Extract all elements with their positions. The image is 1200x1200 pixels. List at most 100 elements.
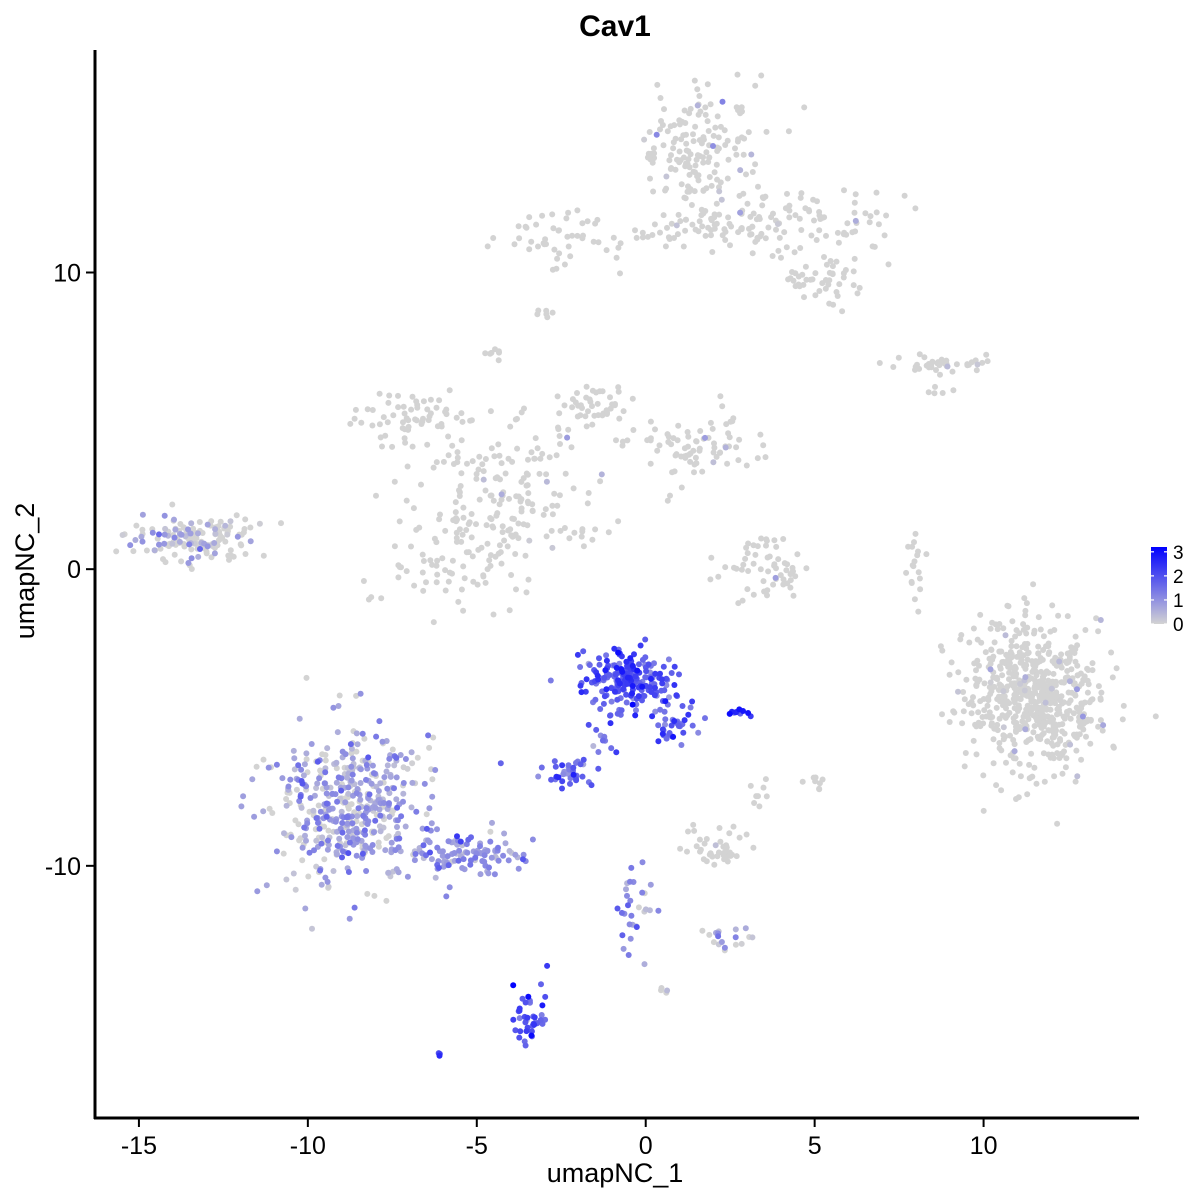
- cell-point: [497, 760, 504, 767]
- cell-point: [912, 530, 919, 537]
- cell-point: [737, 167, 744, 174]
- cell-point: [590, 743, 597, 749]
- cell-point: [349, 771, 356, 778]
- cell-point: [585, 408, 591, 415]
- cell-point: [482, 579, 489, 586]
- cell-point: [554, 502, 561, 509]
- cell-point: [744, 586, 751, 593]
- cell-point: [409, 393, 416, 400]
- cell-point: [419, 825, 426, 832]
- cell-point: [1040, 647, 1047, 653]
- cell-point: [344, 813, 350, 820]
- cell-point: [317, 867, 324, 874]
- cell-point: [394, 817, 401, 824]
- cell-point: [478, 544, 485, 551]
- cell-point: [518, 505, 525, 512]
- cell-point: [119, 532, 126, 538]
- cell-point: [772, 574, 779, 581]
- cell-point: [490, 497, 497, 504]
- cell-point: [549, 266, 556, 273]
- cell-point: [344, 834, 351, 841]
- cell-point: [812, 292, 819, 299]
- cell-point: [463, 527, 470, 533]
- cell-point: [664, 497, 671, 504]
- cell-point: [559, 785, 565, 792]
- cell-point: [850, 282, 857, 289]
- cell-point: [172, 526, 179, 533]
- cell-point: [986, 684, 993, 691]
- cell-point: [724, 858, 731, 865]
- cell-point: [550, 225, 557, 232]
- cell-point: [409, 443, 416, 450]
- cell-point: [687, 450, 694, 457]
- cell-point: [647, 156, 654, 163]
- cell-point: [595, 239, 602, 246]
- cell-point: [434, 826, 440, 833]
- cell-point: [661, 687, 668, 694]
- cell-point: [1085, 667, 1092, 673]
- cell-point: [885, 261, 892, 268]
- cell-point: [522, 1042, 529, 1049]
- cell-point: [836, 281, 843, 288]
- cell-point: [570, 485, 577, 492]
- cell-point: [671, 718, 678, 724]
- cell-point: [1152, 713, 1159, 720]
- cell-point: [366, 791, 373, 798]
- cell-point: [911, 539, 917, 546]
- cell-point: [509, 533, 516, 540]
- cell-point: [273, 761, 280, 768]
- cell-point: [583, 383, 590, 390]
- cell-point: [752, 161, 759, 168]
- cell-point: [546, 454, 553, 461]
- cell-point: [680, 243, 687, 250]
- cell-point: [353, 748, 360, 755]
- cell-point: [278, 520, 284, 527]
- cell-point: [528, 449, 535, 456]
- cell-point: [1045, 677, 1052, 684]
- cell-point: [636, 661, 642, 668]
- cell-point: [1050, 734, 1057, 741]
- cell-point: [247, 524, 254, 531]
- cell-point: [382, 847, 389, 854]
- cell-point: [217, 518, 224, 525]
- cell-point: [454, 833, 460, 840]
- cell-point: [990, 736, 997, 743]
- cell-point: [1036, 679, 1043, 686]
- cell-point: [607, 712, 613, 719]
- cell-point: [178, 531, 185, 538]
- cell-point: [596, 655, 602, 662]
- cell-point: [1022, 720, 1028, 727]
- cell-point: [549, 309, 556, 316]
- cell-point: [586, 662, 593, 668]
- cell-point: [1031, 677, 1038, 684]
- cell-point: [826, 269, 833, 276]
- cell-point: [387, 773, 394, 780]
- cell-point: [615, 518, 622, 525]
- cell-point: [694, 102, 701, 109]
- cell-point: [472, 854, 479, 861]
- cell-point: [403, 568, 410, 575]
- cell-point: [821, 254, 827, 260]
- cell-point: [510, 1016, 517, 1023]
- cell-point: [851, 209, 858, 216]
- cell-point: [623, 658, 630, 665]
- cell-point: [1024, 791, 1031, 798]
- cell-point: [743, 831, 750, 838]
- cell-point: [1066, 653, 1073, 660]
- cell-point: [694, 173, 701, 180]
- cell-point: [841, 187, 847, 194]
- cell-point: [663, 675, 670, 682]
- cell-point: [1006, 676, 1012, 683]
- cell-point: [370, 770, 377, 777]
- cell-point: [392, 847, 399, 854]
- cell-point: [333, 759, 340, 766]
- cell-point: [506, 607, 513, 614]
- cell-point: [556, 410, 563, 417]
- cell-point: [654, 447, 661, 454]
- cell-point: [293, 786, 300, 793]
- cell-point: [736, 436, 743, 443]
- cell-point: [342, 751, 349, 758]
- cell-point: [445, 838, 452, 845]
- cell-point: [738, 566, 745, 573]
